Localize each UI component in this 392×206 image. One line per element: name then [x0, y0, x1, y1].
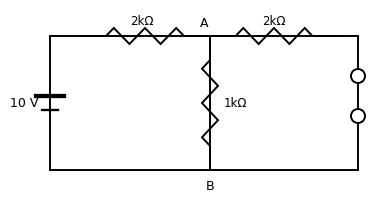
- Circle shape: [351, 109, 365, 123]
- Text: 10 V: 10 V: [10, 96, 38, 110]
- Text: 2kΩ: 2kΩ: [262, 14, 286, 27]
- Text: B: B: [206, 179, 214, 192]
- Text: A: A: [200, 16, 208, 29]
- Text: 1kΩ: 1kΩ: [224, 96, 247, 110]
- Text: 2kΩ: 2kΩ: [130, 14, 154, 27]
- Circle shape: [351, 69, 365, 83]
